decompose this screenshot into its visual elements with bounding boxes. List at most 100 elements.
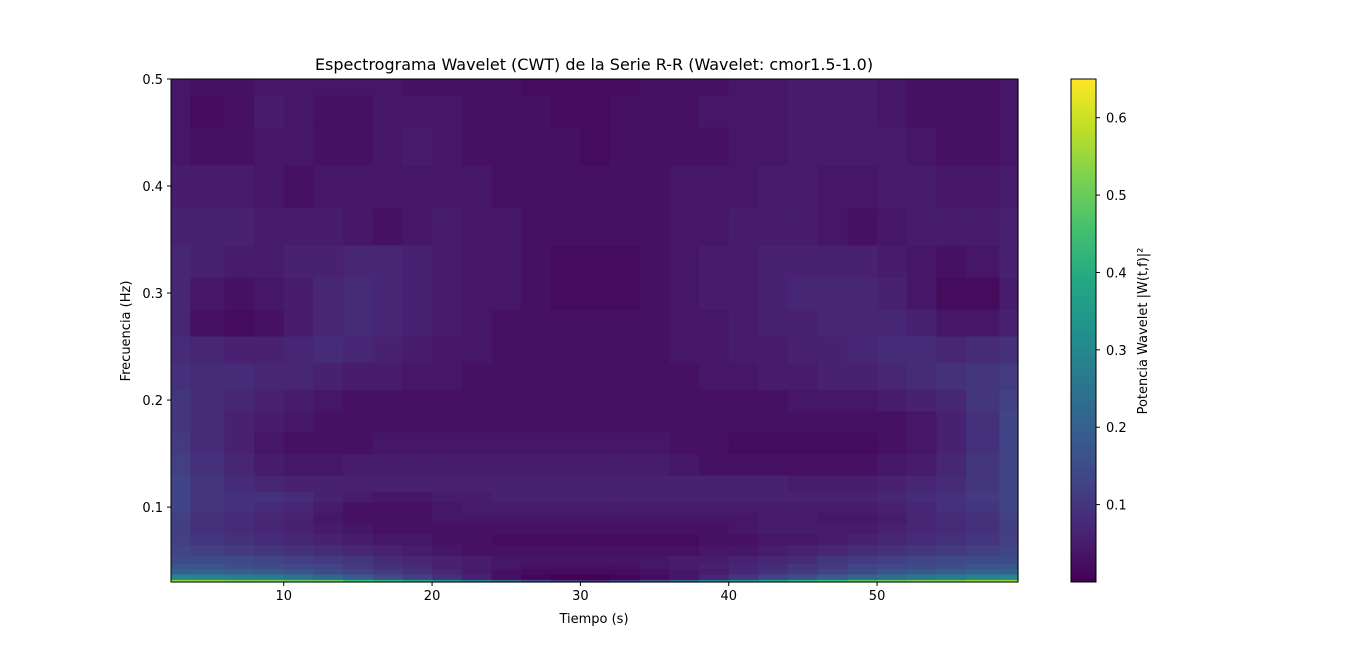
heatmap-cell xyxy=(461,544,493,556)
heatmap-cell xyxy=(190,309,225,337)
heatmap-cell xyxy=(669,362,700,390)
heatmap-cell xyxy=(343,362,374,390)
heatmap-cell xyxy=(639,127,671,166)
heatmap-cell xyxy=(343,474,374,492)
heatmap-cell xyxy=(254,389,285,412)
heatmap-cell xyxy=(639,568,671,575)
heatmap-cell xyxy=(224,533,255,546)
heatmap-cell xyxy=(580,127,611,166)
heatmap-cell xyxy=(224,244,255,278)
heatmap-cell xyxy=(190,335,225,364)
heatmap-cell xyxy=(728,309,760,337)
heatmap-cell xyxy=(699,207,730,246)
heatmap-cell xyxy=(171,579,191,583)
heatmap-cell xyxy=(432,389,463,412)
heatmap-cell xyxy=(610,474,641,492)
heatmap-cell xyxy=(190,207,225,246)
heatmap-cell xyxy=(491,563,522,570)
heatmap-cell xyxy=(550,501,582,514)
heatmap-cell xyxy=(313,432,344,455)
heatmap-cell xyxy=(313,309,344,337)
heatmap-cell xyxy=(372,244,404,278)
heatmap-cell xyxy=(669,579,700,583)
heatmap-cell xyxy=(758,563,789,570)
heatmap-cell xyxy=(817,474,849,492)
heatmap-cell xyxy=(313,523,344,535)
heatmap-cell xyxy=(491,573,522,580)
heatmap-cell xyxy=(580,573,611,580)
heatmap-cell xyxy=(728,501,760,514)
heatmap-cell xyxy=(491,410,522,433)
heatmap-cell xyxy=(906,164,938,209)
heatmap-cell xyxy=(402,389,433,412)
heatmap-cell xyxy=(966,127,1001,166)
heatmap-cell xyxy=(906,432,938,455)
heatmap-cell xyxy=(906,568,938,575)
heatmap-cell xyxy=(521,207,552,246)
heatmap-cell xyxy=(402,309,433,337)
heatmap-cell xyxy=(521,491,552,503)
heatmap-cell xyxy=(171,432,191,455)
heatmap-cell xyxy=(580,544,611,556)
heatmap-cell xyxy=(343,389,374,412)
heatmap-cell xyxy=(343,544,374,556)
heatmap-cell xyxy=(758,95,789,128)
heatmap-cell xyxy=(254,362,285,390)
heatmap-cell xyxy=(343,79,374,96)
heatmap-cell xyxy=(550,95,582,128)
heatmap-cell xyxy=(313,127,344,166)
heatmap-cell xyxy=(817,309,849,337)
heatmap-cell xyxy=(788,95,819,128)
heatmap-cell xyxy=(491,79,522,96)
heatmap-cell xyxy=(171,573,191,580)
heatmap-cell xyxy=(669,432,700,455)
heatmap-cell xyxy=(190,453,225,476)
heatmap-cell xyxy=(788,573,819,580)
heatmap-cell xyxy=(699,79,730,96)
heatmap-cell xyxy=(550,164,582,209)
heatmap-cell xyxy=(190,95,225,128)
heatmap-cell xyxy=(550,491,582,503)
heatmap-cell xyxy=(847,573,878,580)
heatmap-cell xyxy=(171,555,191,564)
heatmap-cell xyxy=(699,573,730,580)
heatmap-cell xyxy=(966,276,1001,310)
heatmap-cell xyxy=(847,491,878,503)
heatmap-cell xyxy=(728,568,760,575)
heatmap-cell xyxy=(402,244,433,278)
heatmap-cell xyxy=(966,362,1001,390)
heatmap-cell xyxy=(432,432,463,455)
heatmap-cell xyxy=(372,207,404,246)
heatmap-cell xyxy=(699,432,730,455)
heatmap-cell xyxy=(432,563,463,570)
y-axis: 0.1 0.2 0.3 0.4 0.5 xyxy=(142,73,171,516)
heatmap-cell xyxy=(639,244,671,278)
heatmap-cell xyxy=(580,432,611,455)
heatmap-cell xyxy=(171,244,191,278)
heatmap-cell xyxy=(254,544,285,556)
heatmap-cell xyxy=(372,389,404,412)
heatmap-cell xyxy=(639,555,671,564)
heatmap-cell xyxy=(521,453,552,476)
heatmap-cell xyxy=(999,568,1019,575)
heatmap-cell xyxy=(788,410,819,433)
heatmap-cell xyxy=(372,127,404,166)
heatmap-cell xyxy=(190,491,225,503)
heatmap-cell xyxy=(936,207,967,246)
heatmap-cell xyxy=(521,244,552,278)
heatmap-cell xyxy=(550,410,582,433)
heatmap-cell xyxy=(817,164,849,209)
heatmap-cell xyxy=(758,389,789,412)
heatmap-cell xyxy=(906,79,938,96)
heatmap-cell xyxy=(402,335,433,364)
heatmap-cell xyxy=(847,555,878,564)
heatmap-cell xyxy=(728,573,760,580)
heatmap-cell xyxy=(788,79,819,96)
heatmap-cell xyxy=(224,453,255,476)
heatmap-cell xyxy=(313,410,344,433)
heatmap-cell xyxy=(936,563,967,570)
heatmap-cell xyxy=(936,389,967,412)
heatmap-cell xyxy=(550,573,582,580)
heatmap-cell xyxy=(550,474,582,492)
heatmap-cell xyxy=(788,555,819,564)
